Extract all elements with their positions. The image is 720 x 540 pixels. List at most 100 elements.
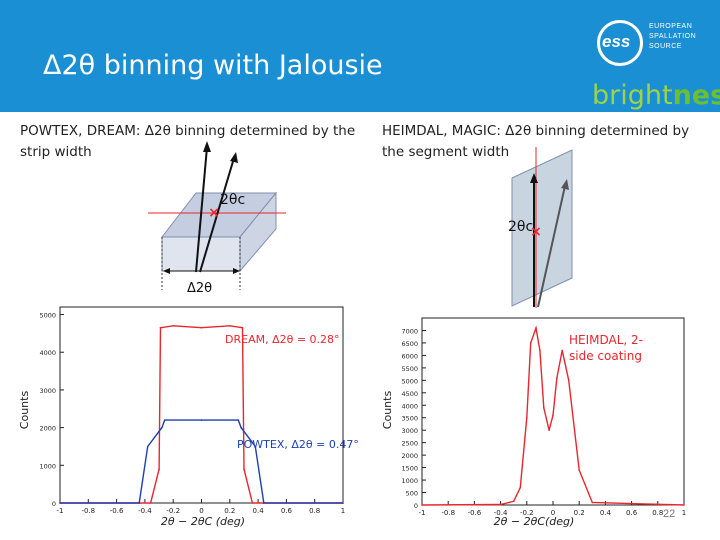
chart2-point <box>561 349 563 352</box>
chart1-point <box>59 502 61 504</box>
chart1-point <box>237 419 240 421</box>
chart2-point <box>526 416 528 419</box>
chart2-ytick-label: 4500 <box>401 390 418 398</box>
arrow-head-icon <box>230 152 238 163</box>
chart1-point <box>240 426 242 429</box>
chart2-ytick-label: 3000 <box>401 427 418 435</box>
left-angle-label: 2θc <box>220 192 246 208</box>
chart2-ytick-label: 7000 <box>401 327 418 335</box>
chart2-ytick-label: 6500 <box>401 340 418 348</box>
chart2-point <box>529 342 532 344</box>
chart1-xtick-label: -0.2 <box>166 507 180 515</box>
chart2-point <box>591 501 594 504</box>
chart2-point <box>499 503 502 506</box>
chart2-ytick-label: 1500 <box>401 465 418 473</box>
ess-logo-line2: SPALLATION <box>649 33 697 40</box>
chart1-point <box>254 445 257 448</box>
chart2-ylabel: Counts <box>381 391 394 430</box>
chart2-point <box>556 377 558 379</box>
chart2-ytick-label: 3500 <box>401 415 418 423</box>
arrow-head-icon <box>561 179 569 190</box>
chart2-ytick-label: 4000 <box>401 402 418 410</box>
left-strip-diagram: × <box>148 141 286 290</box>
chart1-point <box>342 502 344 504</box>
chart2-point <box>548 429 550 432</box>
chart2-xtick-label: 0.6 <box>626 509 638 517</box>
chart1-xtick-label: -0.8 <box>81 507 95 515</box>
chart2-ytick-label: 5000 <box>401 377 418 385</box>
chart1-annotation-dream: DREAM, Δ2θ = 0.28° <box>225 333 340 346</box>
page-number: 22 <box>663 508 676 520</box>
chart1-xtick-label: -0.4 <box>138 507 152 515</box>
chart1-point <box>263 502 265 504</box>
chart2-point <box>539 349 541 352</box>
impact-marker-icon: × <box>208 205 220 221</box>
chart2-point <box>519 486 522 489</box>
chart2-point <box>421 504 423 506</box>
neutron-arrow-right <box>199 157 235 273</box>
chart1-point <box>229 325 231 327</box>
chart1-ytick-label: 2000 <box>39 425 56 433</box>
arrow-head-icon <box>233 268 240 274</box>
chart2-point <box>543 407 545 409</box>
chart1-point <box>172 325 174 327</box>
chart2-xtick-label: -0.6 <box>468 509 482 517</box>
chart2-xtick-label: 1 <box>682 509 686 517</box>
chart2-xtick-label: -0.4 <box>494 509 508 517</box>
chart2-point <box>535 327 537 329</box>
brightness-logo-b: ness <box>672 80 720 111</box>
slide-header: Δ2θ binning with Jalousie ess EUROPEAN S… <box>0 0 720 112</box>
chart1-xtick-label: -0.6 <box>110 507 124 515</box>
chart1-xtick-label: 0.4 <box>253 507 265 515</box>
brightness-logo: brightness <box>592 80 720 111</box>
slide-title: Δ2θ binning with Jalousie <box>43 50 383 81</box>
chart1-xtick-label: 0.8 <box>309 507 320 515</box>
left-description: POWTEX, DREAM: Δ2θ binning determined by… <box>20 123 356 160</box>
chart2-point <box>552 414 554 417</box>
chart1-point <box>241 326 244 329</box>
ess-logo: ess EUROPEAN SPALLATION SOURCE brightnes… <box>585 16 720 111</box>
chart1-xtick-label: 0.2 <box>224 507 235 515</box>
brightness-logo-a: bright <box>592 80 673 111</box>
chart1-point <box>159 326 162 329</box>
chart1-ytick-label: 5000 <box>39 312 56 320</box>
ess-logo-subtitle: EUROPEAN SPALLATION SOURCE <box>649 22 696 52</box>
chart2-point <box>683 504 685 506</box>
chart1-xtick-label: -1 <box>57 507 64 515</box>
chart2-ytick-label: 2000 <box>401 452 418 460</box>
chart1-point <box>243 468 245 470</box>
chart2-xtick-label: -0.2 <box>520 509 534 517</box>
chart2-xtick-label: 0.8 <box>652 509 663 517</box>
chart2-ytick-label: 0 <box>414 502 418 510</box>
chart1-ytick-label: 0 <box>52 500 56 508</box>
ess-logo-text: ess <box>602 32 631 51</box>
chart1-point <box>146 445 149 448</box>
chart1-ytick-label: 3000 <box>39 387 56 395</box>
neutron-arrow-tilted <box>537 185 566 308</box>
chart1-point <box>200 419 203 421</box>
chart1-ylabel: Counts <box>18 391 31 430</box>
chart2-xtick-label: 0 <box>551 509 555 517</box>
chart2-ytick-label: 5500 <box>401 365 418 373</box>
chart2-xtick-label: 0.2 <box>574 509 585 517</box>
chart1-ytick-label: 4000 <box>39 349 56 357</box>
chart1-point <box>149 502 152 504</box>
chart2-xlabel: 2θ − 2θC(deg) <box>494 515 575 528</box>
segment-face <box>511 149 573 307</box>
chart1-point <box>200 326 203 329</box>
chart2-xtick-label: 0.4 <box>600 509 612 517</box>
arrow-head-icon <box>163 268 170 274</box>
chart1-point <box>163 419 166 421</box>
chart2-annotation-heimdal: HEIMDAL, 2-side coating <box>569 333 644 363</box>
chart1-plot-frame <box>59 306 344 504</box>
chart1-point <box>161 426 163 429</box>
ess-logo-circle-icon <box>597 20 643 66</box>
chart2-xtick-label: -0.8 <box>441 509 455 517</box>
arrow-head-icon <box>203 141 211 152</box>
impact-marker-icon: × <box>530 224 542 240</box>
chart1-point <box>158 468 160 470</box>
chart2-ytick-label: 500 <box>406 490 418 498</box>
chart2-point <box>512 500 515 503</box>
